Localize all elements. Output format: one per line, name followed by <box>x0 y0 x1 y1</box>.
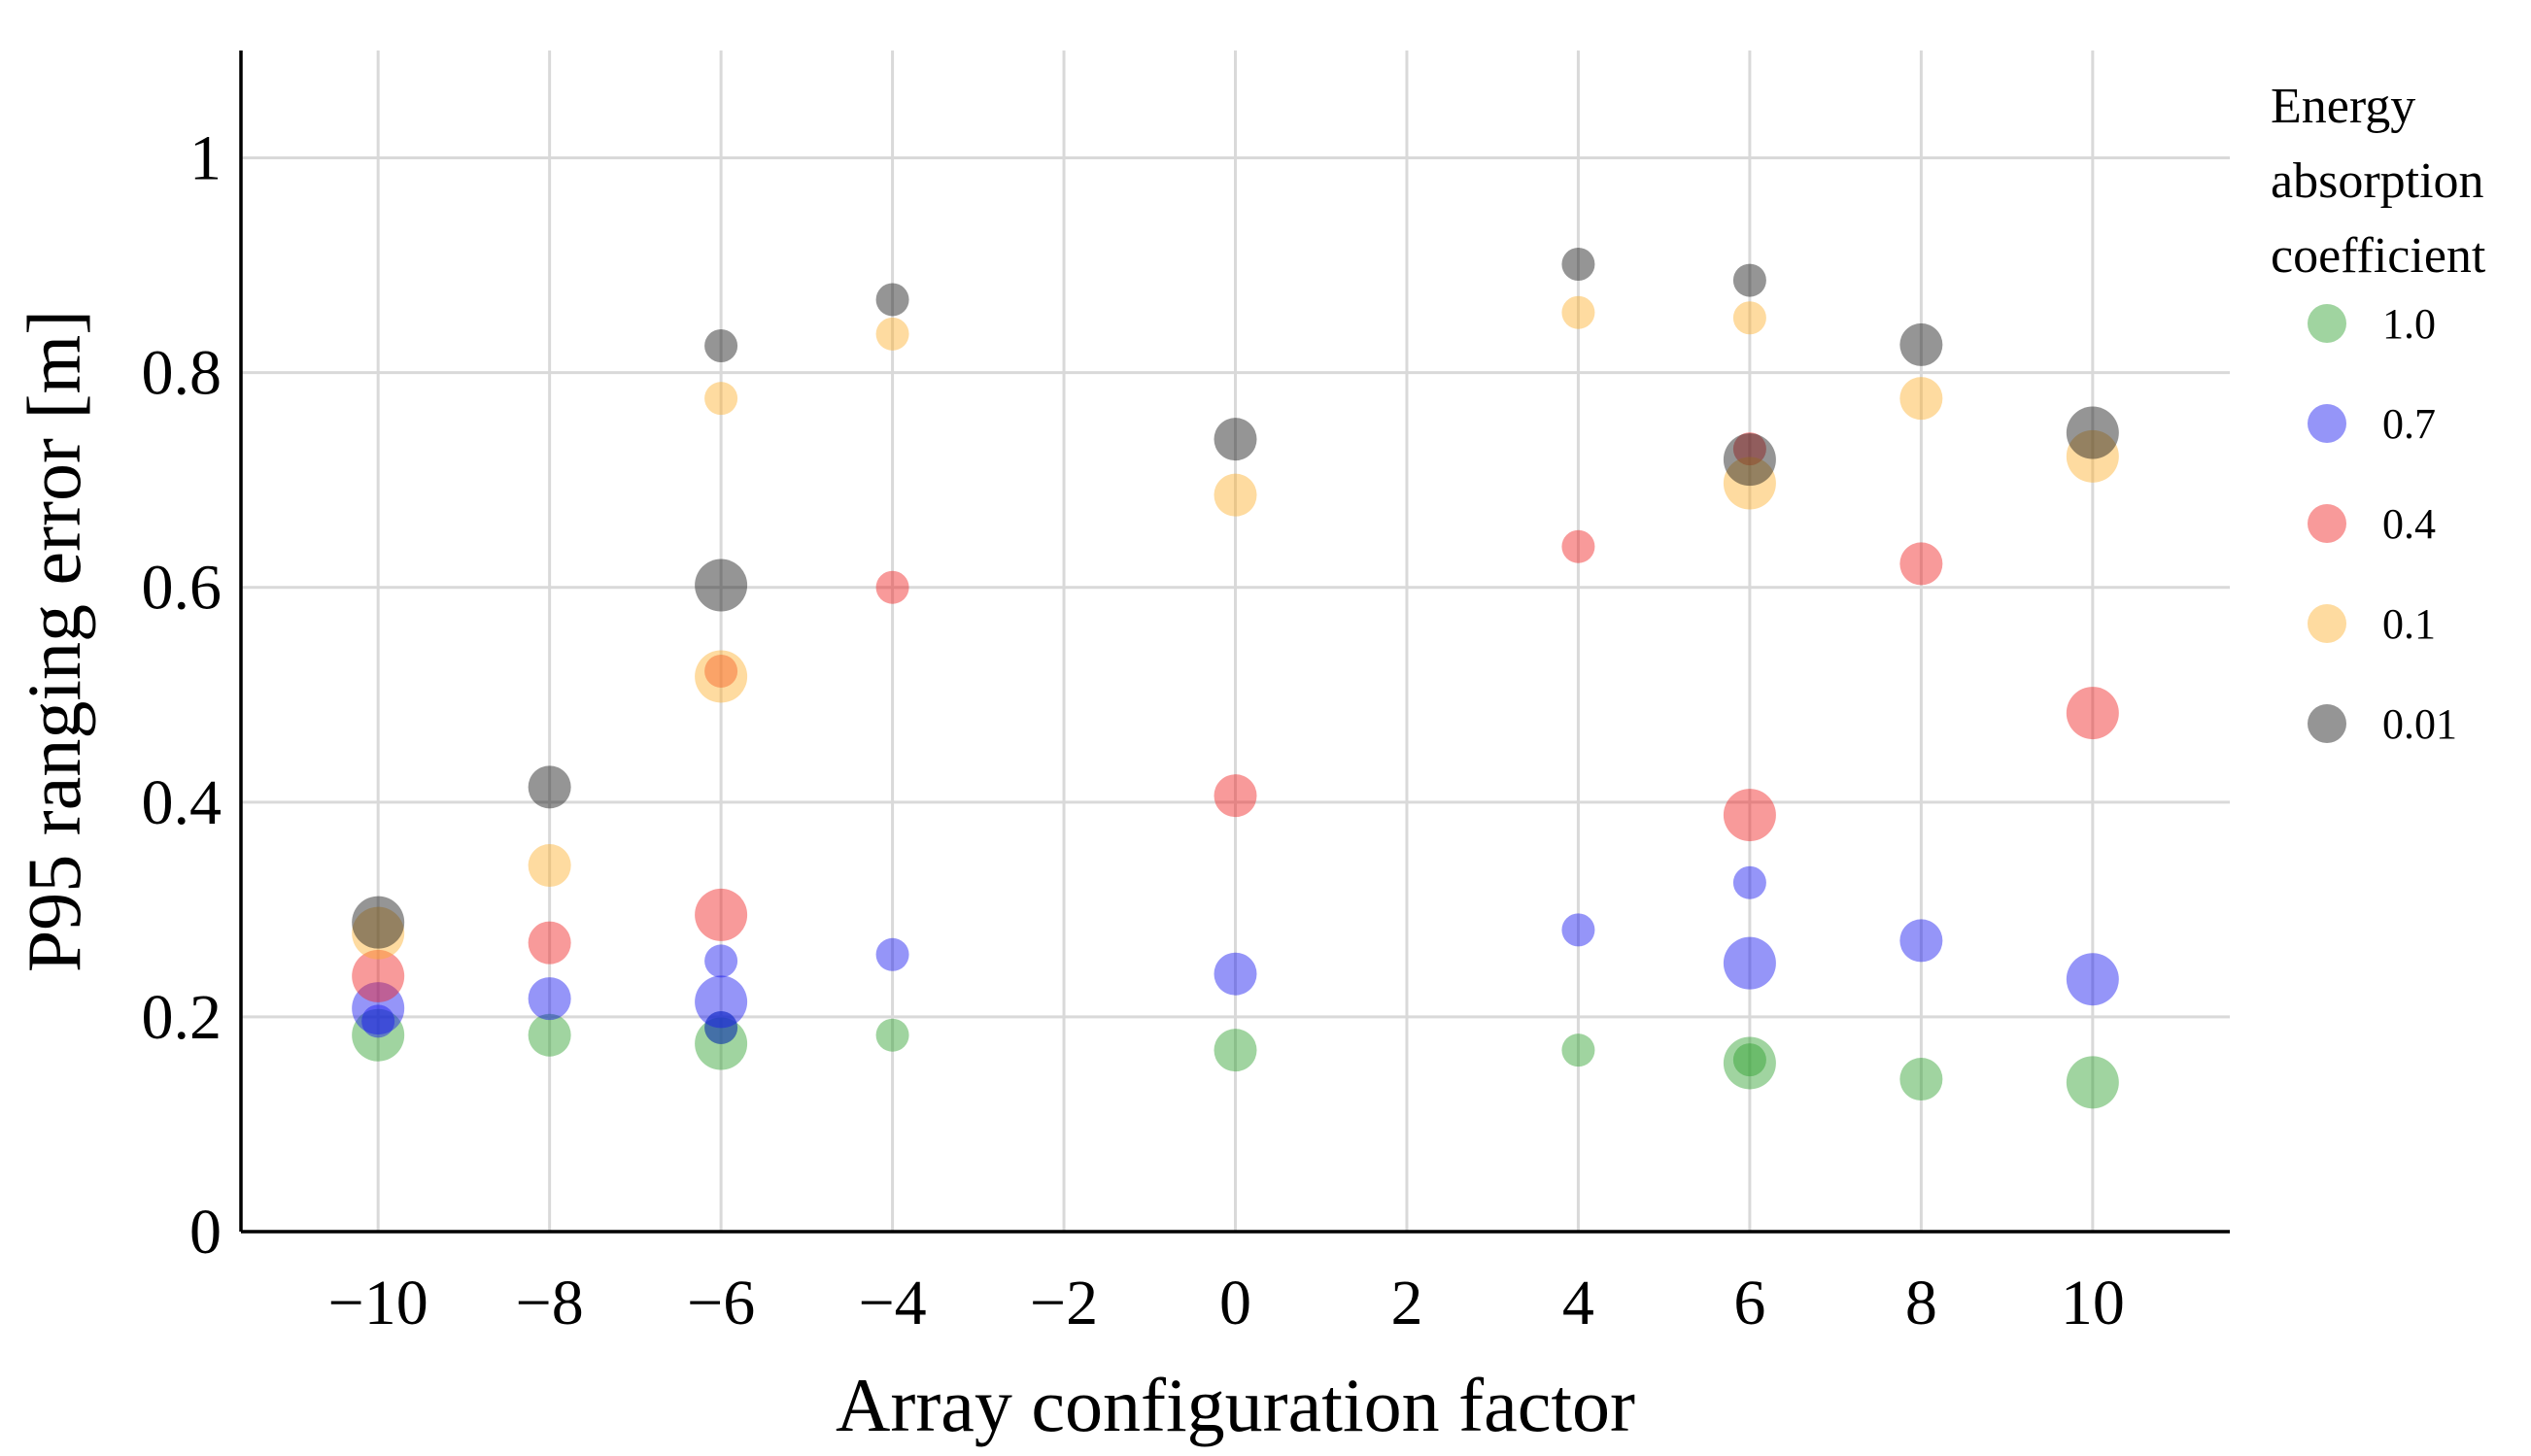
legend-items: 1.0 0.7 0.4 0.1 0.01 <box>2308 300 2457 748</box>
legend: Energy absorption coefficient 1.0 0.7 0.4 0… <box>2271 79 2486 748</box>
x-tick-label: −10 <box>328 1268 428 1338</box>
legend-marker <box>2308 504 2346 543</box>
data-point-0-01 <box>875 283 909 317</box>
legend-marker <box>2308 604 2346 643</box>
data-point-0-01 <box>528 765 571 809</box>
data-point-0-4 <box>875 570 909 604</box>
data-point-0-01 <box>1732 263 1766 297</box>
legend-marker <box>2308 304 2346 343</box>
legend-label: 0.4 <box>2382 500 2436 548</box>
data-point-0-4 <box>352 949 405 1002</box>
y-tick-label: 0.8 <box>142 338 222 409</box>
grid <box>241 51 2230 1232</box>
data-point-0-4 <box>1732 432 1766 466</box>
data-point-0-1 <box>528 844 571 888</box>
legend-label: 1.0 <box>2382 300 2436 348</box>
data-point-0-1 <box>352 906 405 960</box>
x-tick-label: 6 <box>1733 1268 1765 1338</box>
data-point-0-7 <box>875 937 909 971</box>
data-points <box>352 247 2119 1109</box>
data-point-0-7 <box>1561 913 1595 947</box>
data-point-0-7 <box>704 1010 738 1044</box>
legend-marker <box>2308 404 2346 443</box>
x-tick-label: 8 <box>1905 1268 1937 1338</box>
data-point-1-0 <box>352 1008 405 1062</box>
data-point-0-7 <box>704 944 738 978</box>
axes <box>239 51 2230 1234</box>
data-point-1-0 <box>2066 1056 2119 1109</box>
data-point-0-01 <box>695 559 748 612</box>
data-point-0-01 <box>704 329 738 362</box>
data-point-0-01 <box>1723 433 1776 487</box>
data-point-0-01 <box>352 896 405 949</box>
x-tick-label: −6 <box>687 1268 755 1338</box>
legend-label: 0.1 <box>2382 600 2436 648</box>
legend-label: 0.01 <box>2382 700 2457 748</box>
data-point-0-4 <box>704 654 738 688</box>
y-tick-label: 0.2 <box>142 982 222 1053</box>
data-point-0-4 <box>1899 542 1943 586</box>
data-point-0-4 <box>695 888 748 941</box>
legend-title-line-1: Energy <box>2271 79 2415 134</box>
y-tick-label: 1 <box>189 123 222 194</box>
x-tick-label: 0 <box>1219 1268 1251 1338</box>
data-point-1-0 <box>1899 1058 1943 1101</box>
legend-label: 0.7 <box>2382 400 2436 448</box>
data-point-0-1 <box>1561 295 1595 329</box>
data-point-0-1 <box>1732 301 1766 335</box>
data-point-1-0 <box>1561 1033 1595 1067</box>
y-tick-label: 0.6 <box>142 553 222 624</box>
y-tick-label: 0 <box>189 1197 222 1268</box>
y-axis-title: P95 ranging error [m] <box>12 310 96 972</box>
x-tick-label: 2 <box>1390 1268 1422 1338</box>
y-tick-label: 0.4 <box>142 767 222 838</box>
x-tick-label: 10 <box>2061 1268 2125 1338</box>
data-point-1-0 <box>875 1018 909 1052</box>
data-point-0-7 <box>695 975 748 1029</box>
data-point-0-01 <box>1214 418 1257 461</box>
data-point-1-0 <box>528 1013 571 1057</box>
x-axis-title: Array configuration factor <box>836 1363 1635 1447</box>
data-point-0-1 <box>1214 473 1257 517</box>
x-tick-label: −8 <box>516 1268 584 1338</box>
data-point-0-4 <box>1214 774 1257 818</box>
data-point-0-01 <box>2066 406 2119 459</box>
legend-marker <box>2308 704 2346 743</box>
y-axis-ticks: 0 0.2 0.4 0.6 0.8 1 <box>142 123 222 1268</box>
data-point-0-7 <box>528 977 571 1021</box>
data-point-0-01 <box>1561 247 1595 281</box>
data-point-0-4 <box>528 921 571 965</box>
data-point-0-1 <box>1899 377 1943 421</box>
data-point-0-4 <box>2066 687 2119 740</box>
data-point-0-7 <box>1723 936 1776 990</box>
data-point-1-0 <box>1723 1036 1776 1090</box>
data-point-0-1 <box>695 650 748 703</box>
data-point-0-7 <box>352 982 405 1035</box>
legend-title-line-3: coefficient <box>2271 228 2486 284</box>
data-point-0-1 <box>704 382 738 416</box>
data-point-1-0 <box>704 1010 738 1044</box>
data-point-0-01 <box>1899 322 1943 366</box>
data-point-1-0 <box>1214 1029 1257 1072</box>
x-tick-label: 4 <box>1562 1268 1594 1338</box>
data-point-0-7 <box>1899 919 1943 963</box>
x-axis-ticks: −10 −8 −6 −4 −2 0 2 4 6 8 10 <box>328 1268 2125 1338</box>
x-tick-label: −4 <box>858 1268 926 1338</box>
data-point-0-7 <box>361 1004 395 1038</box>
data-point-0-7 <box>1214 952 1257 996</box>
data-point-1-0 <box>1732 1043 1766 1077</box>
data-point-0-4 <box>1561 529 1595 563</box>
data-point-0-4 <box>1723 789 1776 842</box>
data-point-1-0 <box>695 1017 748 1070</box>
legend-title-line-2: absorption <box>2271 153 2484 209</box>
data-point-0-7 <box>2066 953 2119 1006</box>
data-point-0-1 <box>1723 457 1776 510</box>
data-point-0-1 <box>875 317 909 351</box>
x-tick-label: −2 <box>1030 1268 1098 1338</box>
data-point-0-7 <box>1732 865 1766 899</box>
data-point-0-1 <box>2066 429 2119 483</box>
